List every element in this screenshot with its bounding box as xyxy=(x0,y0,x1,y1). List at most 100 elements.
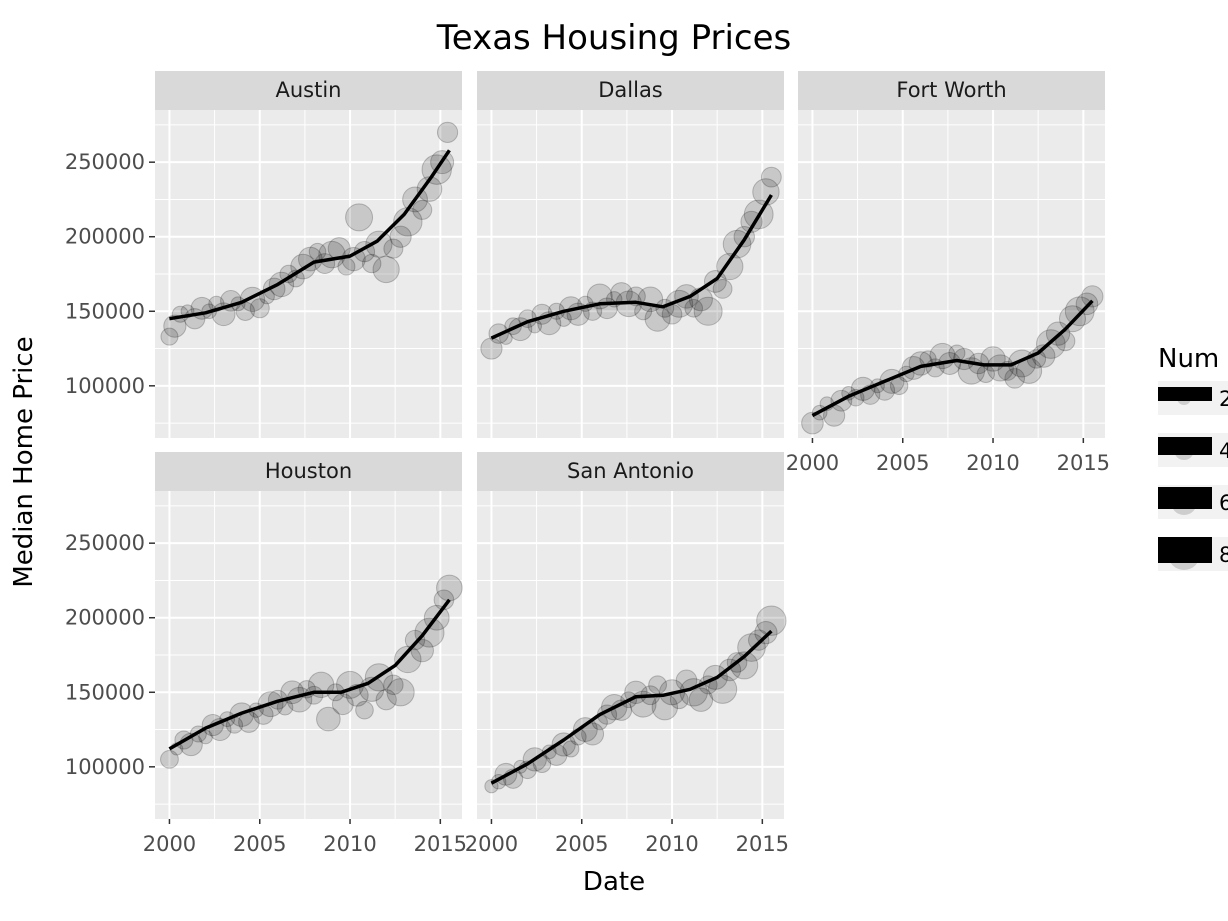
points-austin xyxy=(160,121,459,346)
y-tick-label: 100000 xyxy=(65,755,145,779)
data-point xyxy=(163,314,187,338)
data-point xyxy=(551,732,576,757)
data-point xyxy=(648,675,667,695)
legend-label: 2 xyxy=(1219,387,1228,411)
data-point xyxy=(1058,305,1086,333)
data-point xyxy=(365,230,393,258)
y-tick-label: 150000 xyxy=(65,680,145,704)
x-tick-label: 2015 xyxy=(1057,451,1110,475)
data-point xyxy=(383,238,404,259)
panel-fort-worth: Fort Worth xyxy=(798,71,1105,438)
legend-key-line xyxy=(1158,487,1212,509)
panel-houston: Houston xyxy=(155,452,463,819)
data-point xyxy=(693,296,723,326)
legend-key-point xyxy=(1174,440,1194,460)
data-point xyxy=(375,689,397,711)
y-tick-label: 200000 xyxy=(65,225,145,249)
facet-panels: Austin Dallas Fort Worth Houston San Antonio xyxy=(155,71,1105,819)
data-point xyxy=(756,605,787,636)
data-point xyxy=(386,678,415,707)
facet-label-san-antonio: San Antonio xyxy=(567,459,694,483)
data-point xyxy=(1004,368,1026,389)
facet-label-dallas: Dallas xyxy=(598,78,663,102)
legend-label: 4 xyxy=(1219,439,1228,463)
data-point xyxy=(160,749,179,769)
data-point xyxy=(716,252,744,281)
data-point xyxy=(249,298,270,319)
panel-dallas: Dallas xyxy=(477,71,784,438)
data-point xyxy=(986,354,1014,382)
smooth-line xyxy=(169,149,451,321)
data-point xyxy=(316,706,341,732)
facet-strip xyxy=(155,71,462,110)
y-axis-title: Median Home Price xyxy=(9,336,39,587)
y-tick-label: 250000 xyxy=(65,531,145,555)
data-point xyxy=(198,729,213,745)
legend-key-point xyxy=(1168,538,1200,570)
legend-label: 6 xyxy=(1219,491,1228,515)
facet-strip xyxy=(155,452,462,491)
x-tick-label: 2010 xyxy=(323,832,376,856)
x-tick-label: 2000 xyxy=(786,451,839,475)
facet-strip xyxy=(477,452,784,491)
data-point xyxy=(436,574,463,602)
legend-title: Num xyxy=(1158,344,1219,374)
data-point xyxy=(801,411,824,435)
chart-title: Texas Housing Prices xyxy=(436,18,791,58)
x-tick-label: 2005 xyxy=(876,451,929,475)
data-point xyxy=(394,645,422,674)
legend-key-line xyxy=(1158,437,1212,455)
facet-label-fort-worth: Fort Worth xyxy=(896,78,1006,102)
data-point xyxy=(404,629,426,651)
data-point xyxy=(754,621,778,645)
y-axis-ticks: 100000 150000 200000 250000 100000 150000 2000… xyxy=(65,150,155,779)
data-point xyxy=(688,687,714,712)
smooth-line xyxy=(168,598,451,751)
data-point xyxy=(748,629,770,651)
legend-key-line xyxy=(1158,537,1212,563)
y-tick-label: 200000 xyxy=(65,606,145,630)
y-tick-label: 250000 xyxy=(65,150,145,174)
data-point xyxy=(389,225,412,248)
data-point xyxy=(412,199,433,220)
x-tick-label: 2000 xyxy=(143,832,196,856)
data-point xyxy=(383,674,404,696)
legend: Num 2 4 6 8 xyxy=(1158,344,1228,571)
data-point xyxy=(712,279,733,299)
data-point xyxy=(1081,285,1104,308)
legend-key-point xyxy=(1171,489,1197,515)
data-point xyxy=(436,121,459,143)
facet-strip xyxy=(798,71,1105,110)
data-point xyxy=(362,253,382,274)
panel-austin: Austin xyxy=(155,71,462,438)
data-point xyxy=(581,722,605,746)
data-point xyxy=(345,203,374,232)
data-point xyxy=(562,740,580,758)
data-point xyxy=(760,166,782,188)
smooth-line xyxy=(490,194,773,340)
facet-strip xyxy=(477,71,784,110)
x-tick-label: 2000 xyxy=(465,832,518,856)
smooth-line xyxy=(490,629,773,785)
data-point xyxy=(1075,292,1099,316)
x-tick-label: 2015 xyxy=(736,832,789,856)
legend-label: 8 xyxy=(1219,543,1228,567)
x-tick-label: 2015 xyxy=(414,832,467,856)
data-point xyxy=(160,327,179,346)
x-tick-label: 2005 xyxy=(233,832,286,856)
x-tick-label: 2005 xyxy=(555,832,608,856)
facet-label-houston: Houston xyxy=(265,459,352,483)
y-tick-label: 100000 xyxy=(65,374,145,398)
legend-key-point xyxy=(1177,391,1191,405)
legend-key-line xyxy=(1158,387,1212,401)
data-point xyxy=(684,298,704,318)
data-point xyxy=(372,255,400,284)
facet-label-austin: Austin xyxy=(276,78,342,102)
x-tick-label: 2010 xyxy=(966,451,1019,475)
data-point xyxy=(572,717,598,742)
data-point xyxy=(355,700,374,720)
smooth-line xyxy=(811,299,1094,418)
y-tick-label: 150000 xyxy=(65,299,145,323)
